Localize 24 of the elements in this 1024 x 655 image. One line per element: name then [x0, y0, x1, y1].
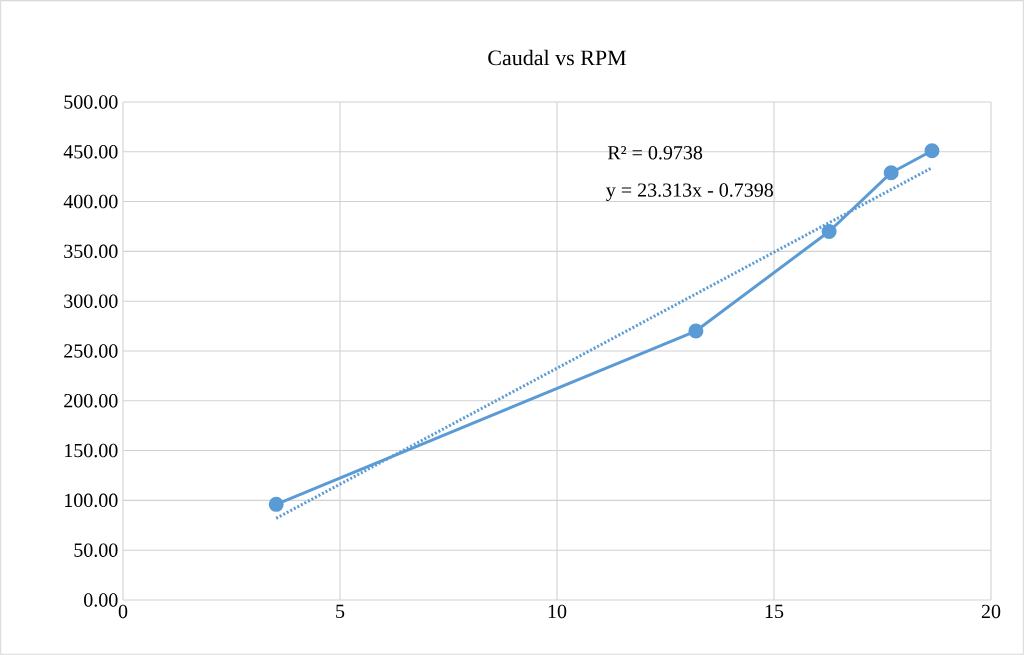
x-tick-label: 5: [336, 604, 345, 618]
x-tick-label: 10: [548, 604, 567, 619]
x-tick-label: 15: [765, 604, 784, 619]
x-tick-label: 20: [981, 604, 1001, 619]
point: [883, 165, 899, 181]
y-tick-label: 300.00: [64, 294, 118, 308]
y-tick-label: 500.00: [64, 95, 118, 109]
point: [821, 223, 837, 239]
y-tick-label: 150.00: [65, 443, 118, 458]
y-tick-label: 350.00: [64, 244, 118, 259]
y-tick-label: 450.00: [63, 145, 118, 159]
y-tick-label: 200.00: [64, 394, 118, 408]
point: [268, 496, 284, 512]
annotation: y = 23.313x - 0.7398: [606, 183, 774, 201]
y-tick-label: 250.00: [64, 344, 118, 358]
y-tick-label: 400.00: [63, 194, 118, 209]
y-tick-label: 50.00: [74, 543, 118, 557]
y-tick-label: 100.00: [65, 493, 118, 508]
point: [924, 143, 940, 159]
y-tick-label: 0.00: [84, 593, 118, 607]
annotation: R² = 0.9738: [607, 146, 703, 160]
point: [688, 323, 704, 339]
chart-title: Caudal vs RPM: [488, 49, 627, 66]
x-tick-label: 0: [118, 604, 128, 619]
